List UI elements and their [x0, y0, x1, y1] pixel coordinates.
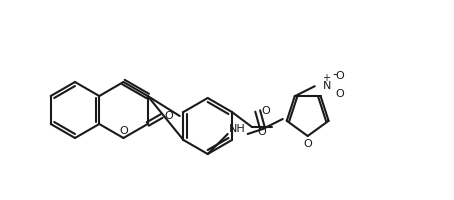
Text: O: O: [336, 71, 344, 81]
Text: O: O: [257, 127, 266, 137]
Text: -: -: [332, 68, 337, 81]
Text: +: +: [322, 73, 330, 83]
Text: O: O: [303, 139, 312, 149]
Text: O: O: [262, 106, 270, 116]
Text: O: O: [164, 111, 173, 121]
Text: O: O: [336, 89, 344, 99]
Text: N: N: [323, 81, 331, 91]
Text: O: O: [119, 126, 128, 136]
Text: NH: NH: [229, 124, 246, 134]
